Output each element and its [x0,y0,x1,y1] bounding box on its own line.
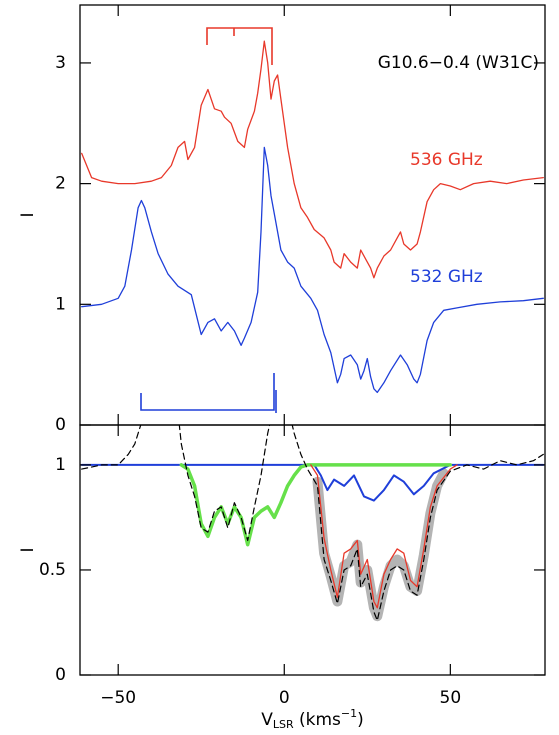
y-tick-label: 0 [55,415,66,435]
x-axis-label: VLSR (kms−1) [261,707,364,731]
data-line [310,464,458,609]
series-group [81,40,544,394]
x-tick-label: 0 [279,688,290,708]
y-tick-label: 0 [55,665,66,685]
x-tick-label: −50 [100,688,136,708]
y-tick-label: 3 [55,53,66,73]
y-axis-label: I [18,547,38,552]
y-tick-label: 0.5 [39,560,66,580]
component-bracket [206,27,273,65]
x-axis-label-part: V [261,710,273,730]
data-line [179,463,453,547]
series-label: 532 GHz [410,267,483,287]
y-axis-label: I [18,212,38,217]
x-axis-label-part: −1 [341,707,357,720]
series-group [80,425,545,622]
data-line [81,146,544,394]
plot-layers [80,40,545,622]
annotation: G10.6−0.4 (W31C) [378,53,539,73]
data-line [80,463,545,502]
x-tick-label: 50 [440,688,462,708]
x-axis-label-part: LSR [273,718,294,731]
y-tick-label: 2 [55,174,66,194]
panel-frame [79,424,546,676]
series-label: 536 GHz [410,150,483,170]
data-line [81,425,544,621]
x-axis-label-part: ) [357,710,364,730]
component-bracket [140,373,277,413]
y-tick-label: 1 [55,455,66,475]
x-axis-label-part: (kms [294,710,341,730]
y-tick-label: 1 [55,294,66,314]
data-line [81,40,544,279]
